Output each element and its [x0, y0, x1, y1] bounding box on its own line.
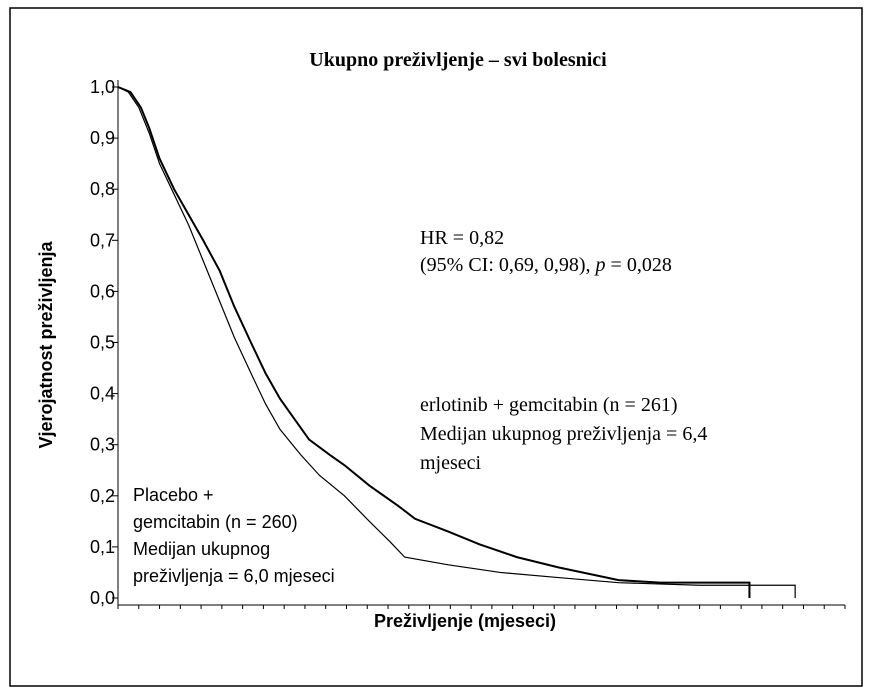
ci-part: (95% CI: 0,69, 0,98), [420, 254, 596, 276]
y-tick-label: 0,0 [90, 588, 115, 608]
placebo-note: Placebo + gemcitabin (n = 260) Medijan uku… [133, 485, 335, 586]
erlotinib-line: Medijan ukupnog preživljenja = 6,4 [420, 423, 707, 445]
y-tick-label: 0,6 [90, 281, 115, 301]
hr-text: HR = 0,82 [420, 227, 504, 249]
y-axis-label: Vjerojatnost preživljenja [36, 240, 56, 448]
km-curve [117, 86, 751, 598]
y-tick-label: 0,2 [90, 486, 115, 506]
placebo-line: Placebo + [133, 485, 214, 505]
placebo-line: preživljenja = 6,0 mjeseci [133, 566, 335, 586]
chart-title: Ukupno preživljenje – svi bolesnici [309, 49, 607, 71]
y-tick-label: 0,8 [90, 179, 115, 199]
y-tick-label: 0,5 [90, 333, 115, 353]
y-tick-label: 0,7 [90, 230, 115, 250]
y-tick-label: 0,3 [90, 435, 115, 455]
y-tick-label: 0,4 [90, 384, 115, 404]
y-tick-label: 0,1 [90, 537, 115, 557]
placebo-line: gemcitabin (n = 260) [133, 512, 298, 532]
km-curve [117, 86, 796, 598]
erlotinib-line: erlotinib + gemcitabin (n = 261) [420, 394, 678, 416]
placebo-line: Medijan ukupnog [133, 539, 270, 559]
erlotinib-note: erlotinib + gemcitabin (n = 261) Medijan … [420, 394, 707, 474]
erlotinib-line: mjeseci [420, 452, 482, 474]
ci-part: = 0,028 [606, 254, 672, 276]
frame [9, 7, 863, 687]
ci-text: (95% CI: 0,69, 0,98), p = 0,028 [420, 254, 672, 276]
ci-p: p [594, 254, 606, 276]
y-tick-label: 0,9 [90, 128, 115, 148]
x-axis-label: Preživljenje (mjeseci) [374, 611, 556, 631]
y-tick-label: 1,0 [90, 77, 115, 97]
